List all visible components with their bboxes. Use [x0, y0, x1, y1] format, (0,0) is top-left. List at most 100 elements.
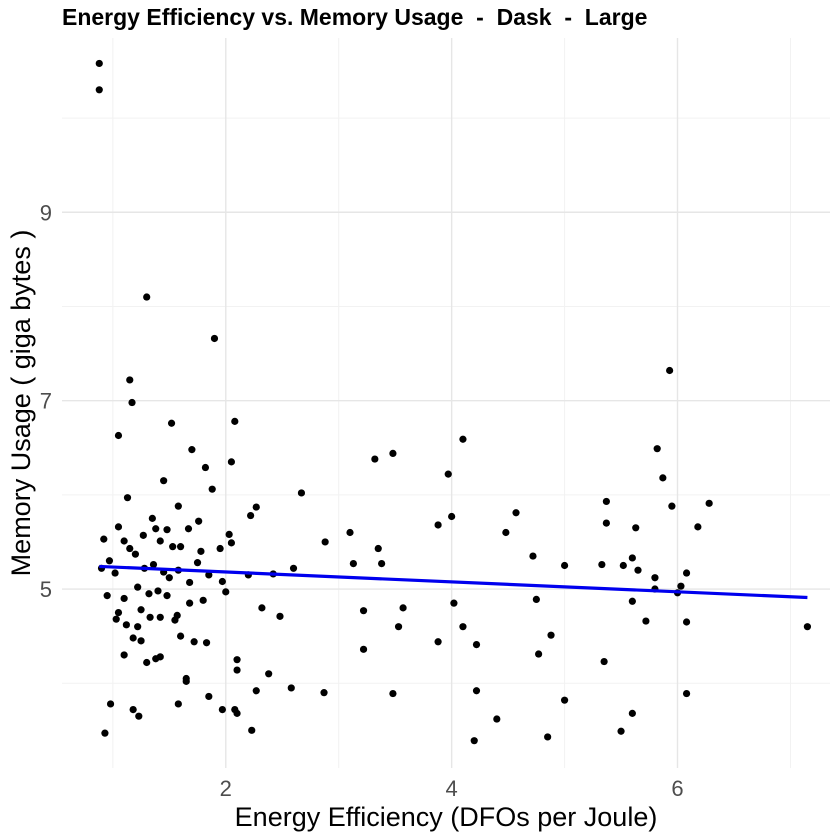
- data-point: [349, 560, 357, 568]
- data-point: [95, 59, 103, 68]
- data-point: [602, 519, 610, 527]
- data-point: [470, 737, 478, 745]
- data-point: [233, 666, 241, 674]
- data-point: [139, 531, 147, 539]
- data-point: [394, 623, 403, 631]
- data-point: [493, 715, 501, 723]
- data-point: [135, 712, 143, 720]
- data-point: [374, 544, 382, 553]
- data-point: [201, 463, 210, 472]
- data-point: [668, 502, 676, 510]
- data-point: [208, 485, 216, 493]
- data-point: [126, 376, 134, 384]
- data-point: [512, 509, 520, 517]
- data-point: [276, 612, 284, 620]
- data-point: [628, 597, 636, 605]
- data-point: [399, 604, 407, 612]
- data-point: [186, 578, 194, 587]
- data-point: [532, 595, 540, 603]
- y-axis-title: Memory Usage ( giga bytes ): [6, 230, 36, 577]
- data-point: [163, 526, 171, 534]
- data-point: [450, 599, 458, 607]
- data-point: [233, 709, 241, 717]
- trend-line: [99, 564, 808, 600]
- data-point: [160, 477, 168, 485]
- x-tick-label: 4: [446, 776, 458, 801]
- data-point: [163, 592, 171, 600]
- y-tick-label: 7: [40, 389, 52, 414]
- data-point: [145, 590, 153, 598]
- major-gridlines: [62, 38, 830, 768]
- data-point: [444, 470, 452, 478]
- data-point: [218, 577, 226, 586]
- data-point: [103, 592, 111, 600]
- data-point: [535, 650, 543, 658]
- data-point: [122, 621, 130, 629]
- x-tick-label: 2: [220, 776, 232, 801]
- data-point: [100, 535, 108, 543]
- data-point: [112, 615, 120, 623]
- data-point: [156, 613, 164, 621]
- data-point: [186, 599, 194, 607]
- data-point: [176, 543, 185, 551]
- data-point: [210, 334, 219, 343]
- x-tick-label: 6: [671, 776, 683, 801]
- data-point: [205, 692, 213, 701]
- data-point: [205, 571, 213, 579]
- data-point: [184, 525, 193, 533]
- data-point: [628, 709, 636, 717]
- data-point: [320, 689, 328, 697]
- data-point: [218, 706, 226, 714]
- data-point: [448, 512, 456, 521]
- data-point: [653, 445, 661, 453]
- data-point: [547, 631, 555, 639]
- data-point: [378, 560, 386, 568]
- data-point: [227, 458, 236, 466]
- data-point: [231, 417, 239, 425]
- data-point: [529, 552, 537, 560]
- data-point: [598, 560, 606, 569]
- data-point: [560, 561, 569, 570]
- data-point: [359, 607, 368, 615]
- data-point: [197, 547, 205, 555]
- data-point: [634, 566, 642, 574]
- data-point: [619, 561, 627, 570]
- data-point: [120, 594, 128, 603]
- data-point: [265, 670, 273, 678]
- data-point: [600, 657, 608, 666]
- data-point: [188, 446, 196, 454]
- minor-gridlines: [62, 38, 830, 768]
- data-point: [225, 530, 233, 539]
- data-point: [193, 559, 202, 567]
- data-point: [146, 613, 154, 621]
- data-point: [803, 623, 812, 631]
- data-point: [434, 521, 442, 529]
- data-point: [434, 638, 442, 646]
- data-point: [148, 514, 156, 522]
- data-point: [287, 684, 295, 692]
- data-point: [128, 398, 136, 407]
- data-point: [289, 564, 298, 572]
- data-point: [137, 637, 145, 645]
- data-point: [95, 86, 103, 94]
- data-point: [628, 554, 636, 562]
- data-point: [651, 574, 659, 582]
- x-tick-labels: 2 4 6: [220, 776, 684, 801]
- data-point: [123, 494, 132, 502]
- data-point: [682, 618, 691, 626]
- data-point: [129, 706, 137, 714]
- data-point: [666, 366, 674, 375]
- data-point: [252, 687, 260, 695]
- data-point: [632, 524, 640, 532]
- data-point: [233, 656, 241, 664]
- data-point: [190, 638, 198, 646]
- data-point: [222, 588, 230, 596]
- data-point: [143, 658, 151, 667]
- data-point: [346, 528, 354, 537]
- data-point: [156, 653, 164, 661]
- data-point: [106, 700, 115, 708]
- data-point: [389, 449, 397, 457]
- data-point: [682, 689, 691, 698]
- data-point: [114, 523, 123, 531]
- x-axis-title: Energy Efficiency (DFOs per Joule): [235, 802, 658, 832]
